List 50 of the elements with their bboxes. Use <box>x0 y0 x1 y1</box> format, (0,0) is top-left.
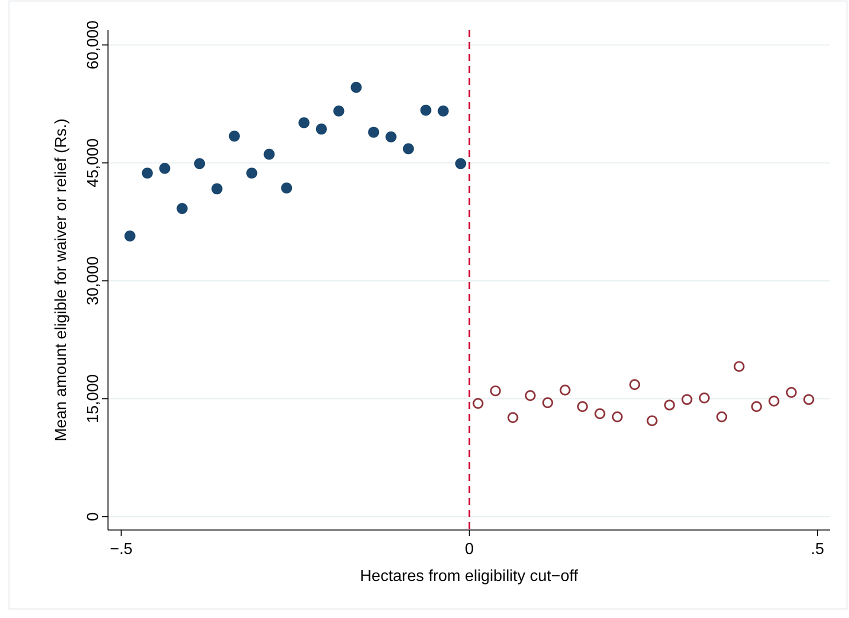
x-axis-title: Hectares from eligibility cut−off <box>360 568 579 585</box>
point <box>194 158 206 170</box>
point <box>333 105 344 116</box>
point <box>386 131 397 142</box>
point <box>176 202 188 214</box>
point <box>490 385 501 396</box>
point <box>734 361 745 372</box>
point <box>142 168 153 179</box>
point <box>629 379 640 390</box>
y-tick-label: 15,000 <box>85 374 102 424</box>
point <box>682 394 692 405</box>
point <box>368 126 380 138</box>
point <box>594 408 606 420</box>
point <box>751 401 762 412</box>
point <box>246 168 258 179</box>
point <box>786 387 797 398</box>
x-tick-label: 0 <box>464 541 474 558</box>
x-tick-label: .5 <box>810 541 824 558</box>
y-tick-label: 45,000 <box>85 138 102 188</box>
point <box>472 398 484 409</box>
point <box>698 392 710 404</box>
point <box>716 411 728 422</box>
point <box>316 124 327 135</box>
y-tick-label: 0 <box>85 512 102 522</box>
point <box>664 400 675 410</box>
point <box>159 162 170 174</box>
point <box>646 415 658 426</box>
point <box>211 183 222 194</box>
y-tick-label: 30,000 <box>85 256 102 306</box>
point <box>524 390 536 401</box>
point <box>402 143 414 154</box>
point <box>577 401 588 412</box>
point <box>298 117 310 128</box>
point <box>560 384 570 396</box>
point <box>803 394 814 405</box>
point <box>420 104 432 116</box>
y-tick-label: 60,000 <box>85 20 102 70</box>
point <box>124 230 136 242</box>
point <box>438 105 449 116</box>
point <box>350 82 362 93</box>
point <box>455 158 466 170</box>
point <box>228 130 240 142</box>
y-axis-title: Mean amount eligible for waiver or relief (Rs.) <box>53 118 70 442</box>
point <box>264 148 275 160</box>
point <box>281 182 292 194</box>
point <box>507 412 518 423</box>
x-tick-label: −.5 <box>110 541 133 558</box>
point <box>612 411 623 422</box>
point <box>542 397 554 408</box>
point <box>768 396 780 406</box>
